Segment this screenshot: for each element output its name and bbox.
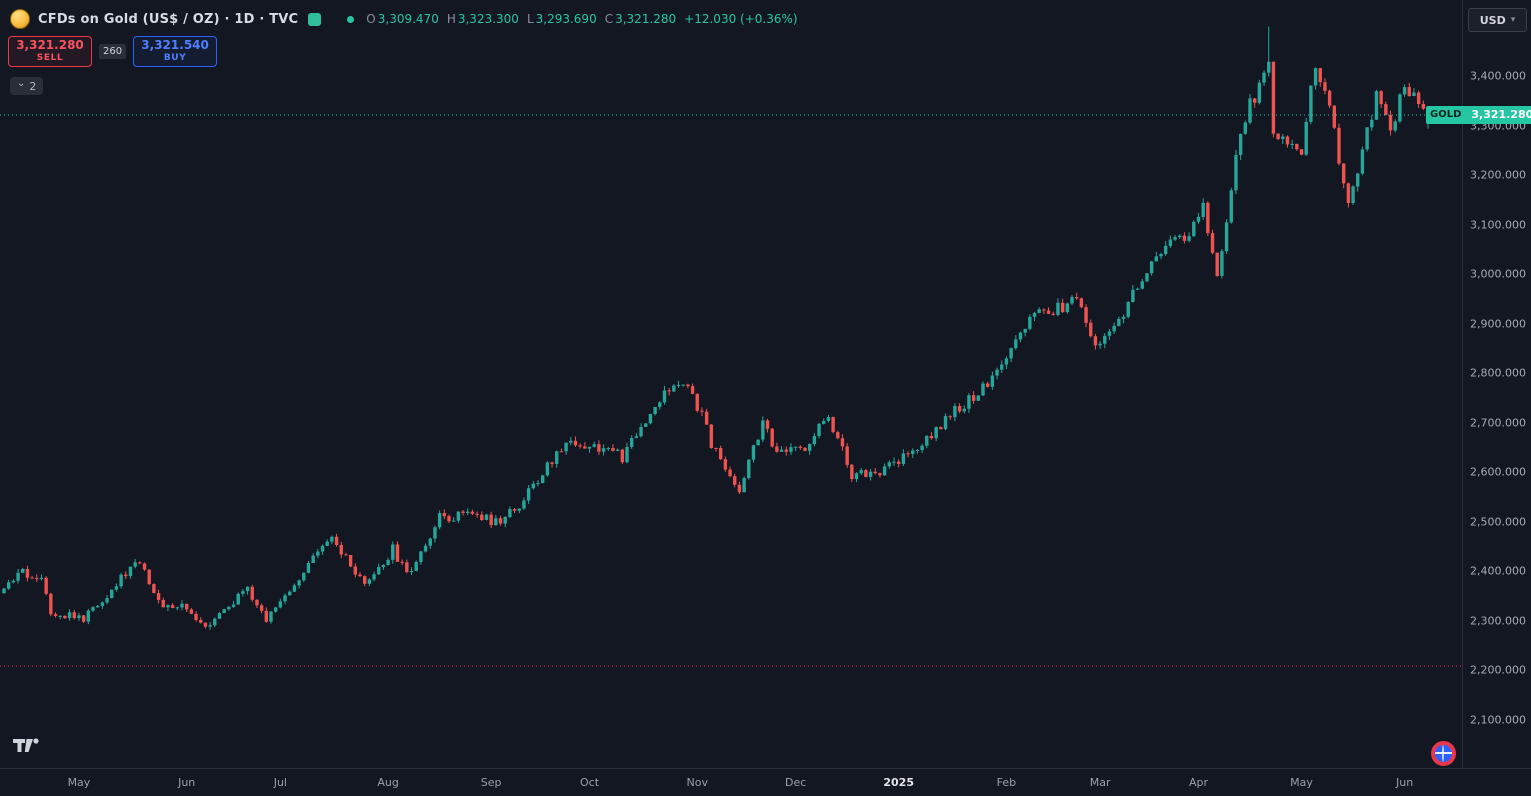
price-axis-label: 2,700.000 [1470, 416, 1526, 429]
price-axis-label: 3,200.000 [1470, 168, 1526, 182]
time-axis-label[interactable]: Oct [580, 776, 600, 789]
price-axis-label: 2,800.000 [1470, 366, 1526, 380]
time-axis[interactable]: May Jun Jul Aug Sep Oct Nov Dec 2025 Feb Mar Apr May… [0, 768, 1531, 796]
time-axis-label[interactable]: Jul [273, 776, 287, 789]
time-axis-label[interactable]: Mar [1089, 776, 1111, 789]
currency-dropdown[interactable]: USD ▾ [1468, 8, 1527, 32]
gold-symbol-logo-icon[interactable] [10, 9, 30, 29]
caret-down-icon: ▾ [1510, 15, 1516, 25]
price-axis-label: 2,200.000 [1470, 663, 1526, 677]
time-axis-label[interactable]: Jun [178, 776, 196, 789]
last-price-axis-label: GOLD 3,321.280 [1426, 105, 1531, 124]
low-value: 3,293.690 [535, 12, 597, 26]
close-value: 3,321.280 [615, 12, 677, 26]
spread-value: 260 [99, 44, 127, 59]
time-axis-label[interactable]: Nov [686, 776, 708, 789]
price-axis-label: 2,300.000 [1470, 614, 1526, 627]
price-axis[interactable]: 3,400.000 3,300.000 3,200.000 3,100.000 3,00… [1462, 0, 1531, 768]
open-label: O [366, 12, 376, 26]
chart-header: CFDs on Gold (US$ / OZ) · 1D · TVC O 3,3… [10, 8, 798, 30]
high-value: 3,323.300 [457, 12, 519, 26]
symbol-title[interactable]: CFDs on Gold (US$ / OZ) · 1D · TVC [38, 11, 299, 27]
time-axis-label[interactable]: Feb [996, 776, 1017, 789]
time-axis-label[interactable]: Aug [377, 776, 399, 789]
buy-price: 3,321.540 [141, 38, 209, 53]
time-axis-label[interactable]: Apr [1188, 776, 1208, 789]
sell-label: SELL [36, 53, 64, 64]
buy-label: BUY [163, 53, 187, 64]
price-axis-label: 2,600.000 [1470, 465, 1526, 479]
trade-panel: 3,321.280 SELL 260 3,321.540 BUY [8, 36, 218, 67]
time-axis-label[interactable]: Dec [784, 776, 807, 789]
sell-button[interactable]: 3,321.280 SELL [8, 36, 92, 67]
price-axis-label: 3,400.000 [1470, 69, 1526, 83]
globe-icon [1431, 741, 1456, 766]
sell-price: 3,321.280 [16, 38, 84, 53]
indicators-collapse-chip[interactable]: ⌄ 2 [10, 77, 44, 95]
low-label: L [526, 12, 534, 26]
price-axis-label: 3,100.000 [1470, 218, 1526, 231]
open-value: 3,309.470 [377, 12, 439, 26]
last-price-value: 3,321.280 [1465, 105, 1531, 124]
price-axis-label: 3,000.000 [1470, 267, 1526, 281]
ohlc-readout: O 3,309.470 H 3,323.300 L 3,293.690 C 3,… [366, 12, 797, 26]
currency-value: USD [1479, 13, 1506, 27]
price-axis-label: 2,500.000 [1470, 515, 1526, 528]
symbol-tag: GOLD [1426, 105, 1466, 124]
change-value: +12.030 (+0.36%) [684, 12, 798, 26]
indicator-count: 2 [29, 79, 37, 93]
time-axis-label[interactable]: May [1290, 776, 1313, 789]
close-label: C [604, 12, 614, 26]
chevron-down-icon: ⌄ [17, 78, 26, 89]
time-axis-label[interactable]: Jun [1395, 776, 1414, 789]
series-marker-dot-icon [347, 15, 355, 23]
candlestick-chart[interactable] [0, 0, 1462, 768]
provider-icon [308, 12, 322, 26]
price-axis-label: 2,900.000 [1470, 317, 1526, 330]
price-axis-label: 2,100.000 [1470, 713, 1526, 726]
time-axis-label[interactable]: May [67, 776, 91, 789]
time-axis-label[interactable]: 2025 [883, 776, 914, 789]
high-label: H [446, 12, 456, 26]
tradingview-logo-icon[interactable] [12, 736, 42, 754]
time-axis-label[interactable]: Sep [480, 776, 502, 789]
buy-button[interactable]: 3,321.540 BUY [133, 36, 218, 67]
price-axis-label: 2,400.000 [1470, 564, 1526, 578]
